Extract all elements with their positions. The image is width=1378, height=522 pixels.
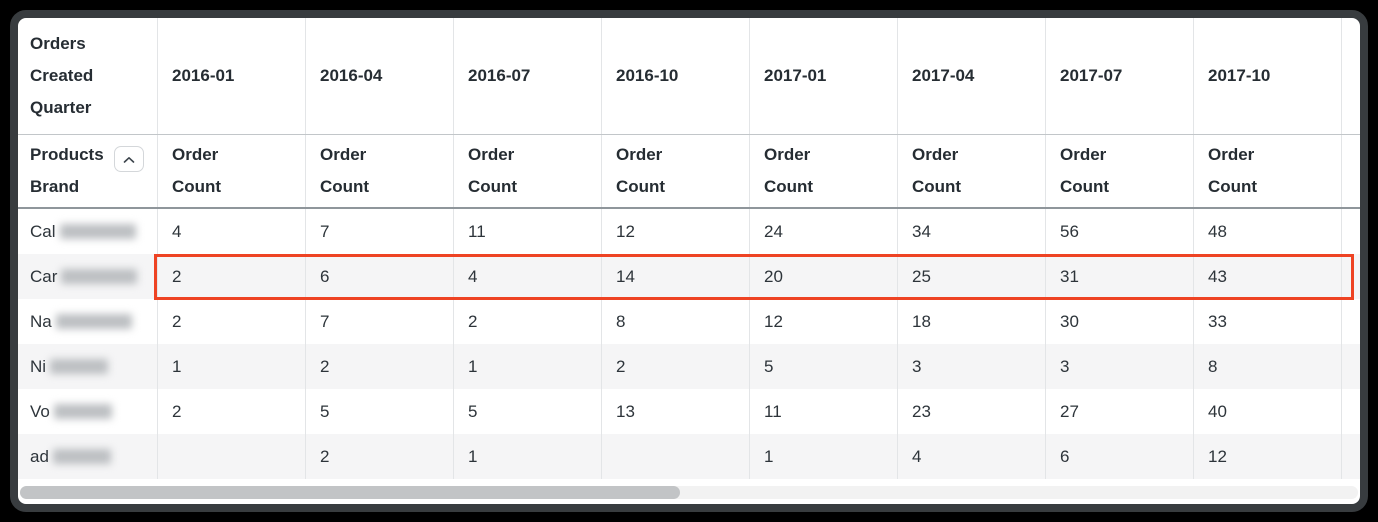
value-cell[interactable]: 4 [454,254,602,299]
column-header-2017-04[interactable]: 2017-04 [898,18,1046,134]
row-label[interactable]: ad [18,434,158,479]
value-cell[interactable]: 1 [454,434,602,479]
value-cell[interactable]: 33 [1194,299,1342,344]
value-cell[interactable]: 14 [602,254,750,299]
column-header-2016-01[interactable]: 2016-01 [158,18,306,134]
value-cell[interactable]: 7 [306,299,454,344]
pivot-table: Orders Created Quarter 2016-01 2016-04 2… [18,18,1360,504]
horizontal-scrollbar-track[interactable] [20,486,1358,499]
value-cell[interactable]: 12 [602,209,750,254]
horizontal-scrollbar-thumb[interactable] [20,486,680,499]
row-label[interactable]: Car [18,254,158,299]
redacted-label-blur [59,224,136,239]
table-row-highlighted: Car 2 6 4 14 20 25 31 43 [18,254,1360,299]
measure-header-row: Products Brand Order Count Order Count O… [18,135,1360,209]
value-cell[interactable]: 43 [1194,254,1342,299]
measure-header[interactable]: Order Count [1046,135,1194,207]
value-cell[interactable]: 11 [454,209,602,254]
column-header-2016-04[interactable]: 2016-04 [306,18,454,134]
value-cell[interactable]: 25 [898,254,1046,299]
value-cell[interactable]: 2 [158,254,306,299]
value-cell[interactable]: 3 [898,344,1046,389]
value-cell[interactable]: 7 [306,209,454,254]
value-cell[interactable]: 1 [454,344,602,389]
table-row: Na 2 7 2 8 12 18 30 33 [18,299,1360,344]
row-label[interactable]: Na [18,299,158,344]
row-dimension-label: Products Brand [30,145,104,196]
value-cell[interactable]: 18 [898,299,1046,344]
value-cell[interactable]: 12 [750,299,898,344]
row-label[interactable]: Cal [18,209,158,254]
measure-header[interactable]: Order Count [602,135,750,207]
measure-header[interactable]: Order Count [1194,135,1342,207]
measure-header[interactable]: Order Count [750,135,898,207]
value-cell[interactable]: 3 [1046,344,1194,389]
value-cell[interactable]: 20 [750,254,898,299]
column-header-2016-07[interactable]: 2016-07 [454,18,602,134]
value-cell[interactable]: 2 [158,299,306,344]
value-cell[interactable]: 5 [306,389,454,434]
column-header-row: Orders Created Quarter 2016-01 2016-04 2… [18,18,1360,135]
measure-header[interactable]: Order Count [158,135,306,207]
value-cell[interactable] [158,434,306,479]
value-cell[interactable]: 2 [158,389,306,434]
table-window: Orders Created Quarter 2016-01 2016-04 2… [10,10,1368,512]
column-dimension-label: Orders Created Quarter [30,34,94,117]
value-cell[interactable]: 8 [602,299,750,344]
column-header-2017-07[interactable]: 2017-07 [1046,18,1194,134]
value-cell[interactable]: 13 [602,389,750,434]
value-cell[interactable]: 40 [1194,389,1342,434]
value-cell[interactable]: 6 [1046,434,1194,479]
value-cell[interactable]: 27 [1046,389,1194,434]
value-cell[interactable]: 31 [1046,254,1194,299]
table-row: Cal 4 7 11 12 24 34 56 48 [18,209,1360,254]
column-dimension-header: Orders Created Quarter [18,18,158,134]
value-cell[interactable]: 30 [1046,299,1194,344]
redacted-label-blur [61,269,138,284]
value-cell[interactable]: 2 [306,344,454,389]
value-cell[interactable]: 56 [1046,209,1194,254]
value-cell[interactable]: 24 [750,209,898,254]
value-cell[interactable]: 23 [898,389,1046,434]
column-header-2016-10[interactable]: 2016-10 [602,18,750,134]
value-cell[interactable]: 2 [454,299,602,344]
value-cell[interactable]: 34 [898,209,1046,254]
row-dimension-header: Products Brand [18,135,158,207]
measure-header[interactable]: Order Count [454,135,602,207]
value-cell[interactable]: 1 [750,434,898,479]
row-label[interactable]: Ni [18,344,158,389]
value-cell[interactable]: 2 [602,344,750,389]
sort-button[interactable] [114,146,144,172]
measure-header[interactable]: Order Count [898,135,1046,207]
value-cell[interactable]: 1 [158,344,306,389]
redacted-label-blur [50,359,109,374]
redacted-label-blur [55,314,132,329]
value-cell[interactable]: 5 [454,389,602,434]
table-row: Ni 1 2 1 2 5 3 3 8 [18,344,1360,389]
value-cell[interactable]: 6 [306,254,454,299]
value-cell[interactable]: 8 [1194,344,1342,389]
value-cell[interactable] [602,434,750,479]
column-header-2017-10[interactable]: 2017-10 [1194,18,1342,134]
table-row: Vo 2 5 5 13 11 23 27 40 [18,389,1360,434]
measure-header[interactable]: Order Count [306,135,454,207]
column-header-2017-01[interactable]: 2017-01 [750,18,898,134]
value-cell[interactable]: 4 [898,434,1046,479]
value-cell[interactable]: 11 [750,389,898,434]
value-cell[interactable]: 2 [306,434,454,479]
value-cell[interactable]: 4 [158,209,306,254]
value-cell[interactable]: 5 [750,344,898,389]
redacted-label-blur [53,404,112,419]
value-cell[interactable]: 12 [1194,434,1342,479]
redacted-label-blur [52,449,111,464]
row-label[interactable]: Vo [18,389,158,434]
chevron-up-icon [123,152,135,167]
table-row: ad 2 1 1 4 6 12 [18,434,1360,479]
value-cell[interactable]: 48 [1194,209,1342,254]
